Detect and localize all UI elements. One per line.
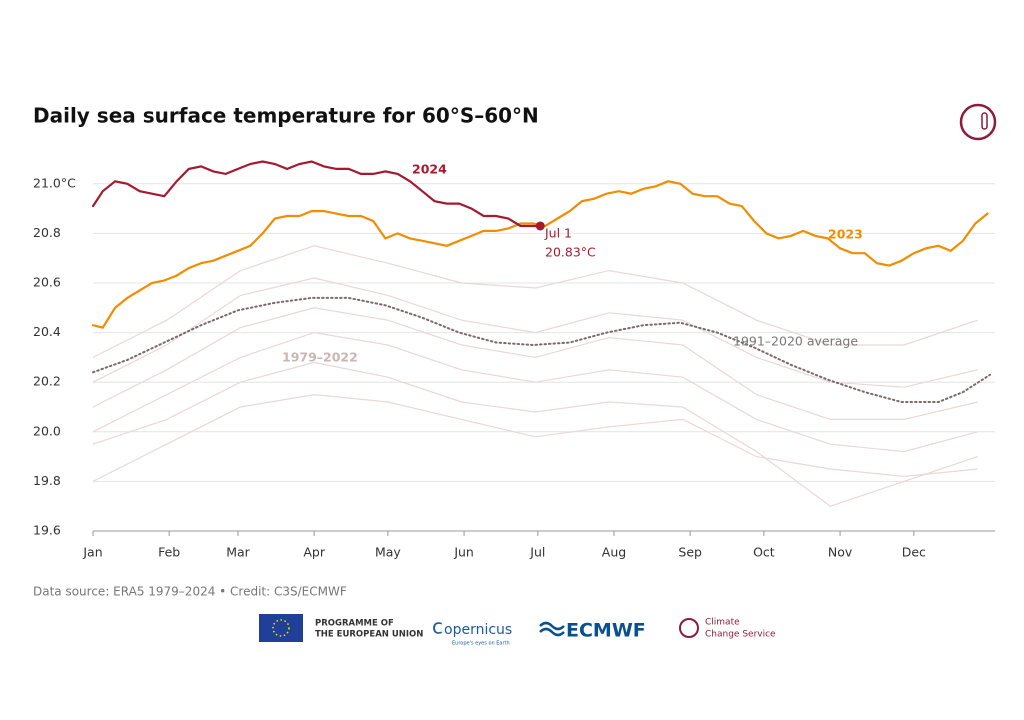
series-line xyxy=(91,180,989,329)
x-tick-label: Mar xyxy=(226,545,250,560)
label-background: 1979–2022 xyxy=(282,350,358,365)
c3s-icon xyxy=(959,103,997,141)
x-tick-label: Jul xyxy=(529,545,545,560)
c3s-logo xyxy=(679,618,699,638)
x-tick-label: Apr xyxy=(303,545,325,560)
y-tick-label: 19.6 xyxy=(33,523,61,538)
copernicus-c: c xyxy=(432,615,443,639)
x-tick-label: Dec xyxy=(902,545,926,560)
ecmwf-text: ECMWF xyxy=(566,620,646,642)
highlight-point xyxy=(535,221,545,231)
background-line xyxy=(92,331,978,453)
x-tick-label: Feb xyxy=(158,545,180,560)
highlight-date: Jul 1 xyxy=(544,226,572,241)
label-2024: 2024 xyxy=(412,162,447,177)
background-line xyxy=(92,277,978,388)
logos: PROGRAMME OF THE EUROPEAN UNION c operni… xyxy=(259,614,776,647)
y-tick-label: 20.8 xyxy=(33,225,61,240)
x-tick-label: Jun xyxy=(453,545,474,560)
copernicus-sub: Europe's eyes on Earth xyxy=(452,641,510,647)
label-2023: 2023 xyxy=(828,227,863,242)
x-tick-label: Sep xyxy=(678,545,702,560)
x-tick-label: May xyxy=(375,545,401,560)
y-tick-label: 20.0 xyxy=(33,423,61,438)
source: Data source: ERA5 1979–2024 • Credit: C3… xyxy=(33,585,347,599)
chart-title: Daily sea surface temperature for 60°S–6… xyxy=(33,104,539,128)
y-tick-label: 20.2 xyxy=(33,374,61,389)
y-tick-label: 21.0°C xyxy=(33,175,76,190)
eu-text: THE EUROPEAN UNION xyxy=(315,630,423,640)
c3s-text: Climate xyxy=(705,618,740,628)
x-tick-label: Nov xyxy=(828,545,853,560)
background-line xyxy=(92,307,978,420)
x-tick-label: Oct xyxy=(753,545,775,560)
background-line xyxy=(92,361,978,507)
x-tick-label: Aug xyxy=(602,545,626,560)
ecmwf-wave xyxy=(539,621,565,637)
copernicus-text: opernicus xyxy=(444,622,512,638)
series-line xyxy=(92,296,991,403)
eu-flag xyxy=(259,614,303,642)
y-tick-label: 20.4 xyxy=(33,324,61,339)
background-line xyxy=(92,393,978,482)
x-tick-label: Jan xyxy=(82,545,102,560)
eu-text: PROGRAMME OF xyxy=(315,619,394,629)
eu-stars xyxy=(272,619,290,637)
c3s-text: Change Service xyxy=(705,630,776,640)
series-line xyxy=(91,160,542,228)
y-tick-label: 19.8 xyxy=(33,473,61,488)
highlight-label: 20.83°C xyxy=(545,245,596,260)
y-tick-label: 20.6 xyxy=(33,275,61,290)
label-average: 1991–2020 average xyxy=(733,334,858,349)
background-line xyxy=(92,245,978,358)
